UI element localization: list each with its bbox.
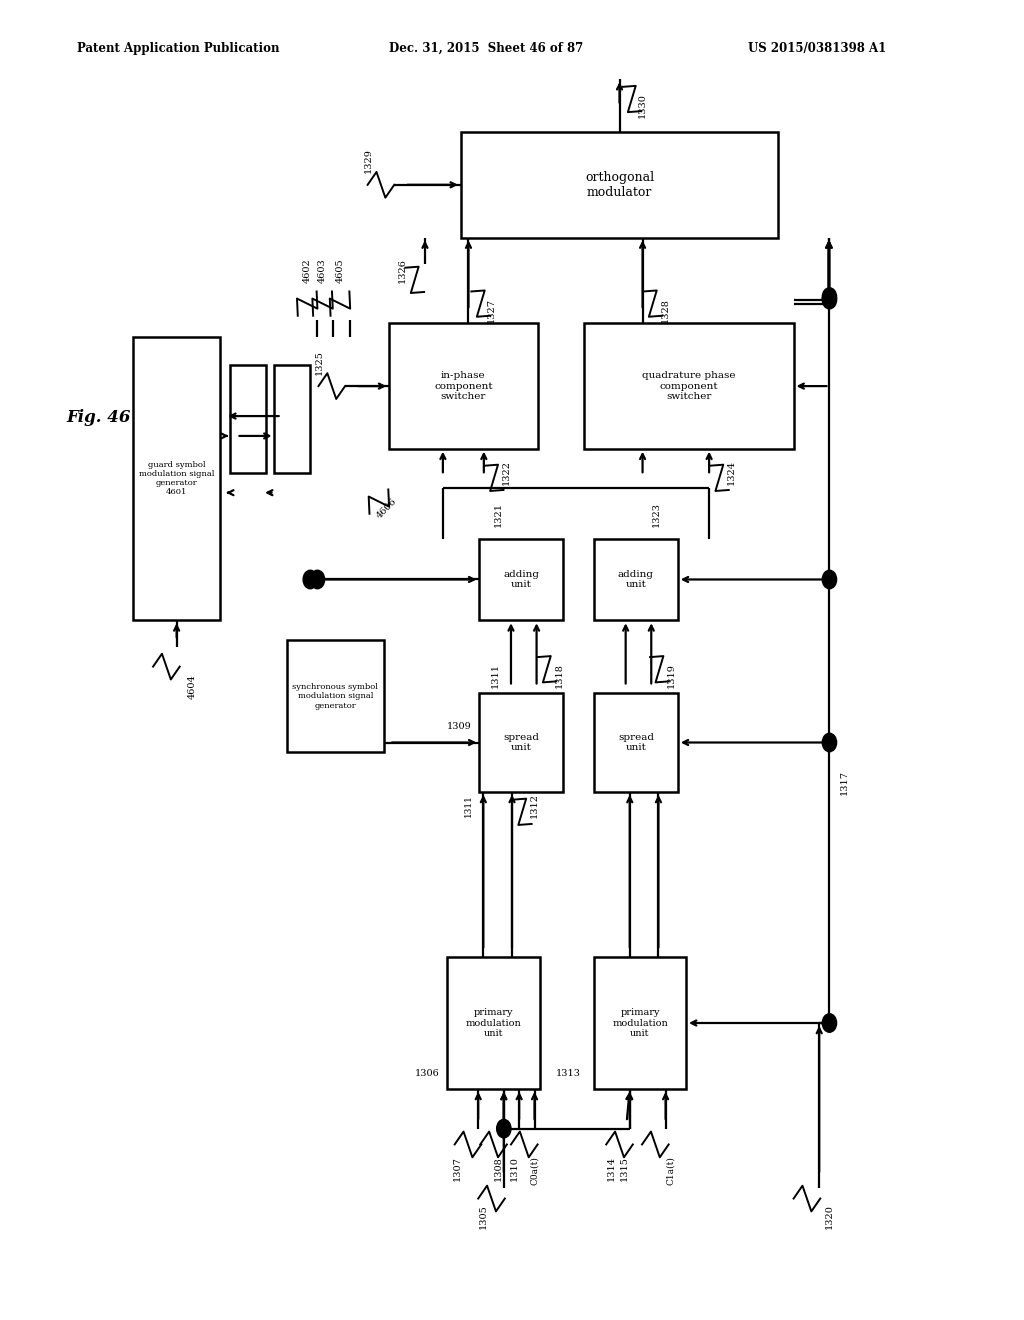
- Circle shape: [822, 734, 837, 752]
- Bar: [274, 364, 310, 473]
- Text: 1325: 1325: [315, 350, 324, 375]
- Text: 1306: 1306: [415, 1069, 439, 1077]
- Bar: [447, 957, 540, 1089]
- Text: 1307: 1307: [454, 1156, 462, 1180]
- Circle shape: [822, 288, 837, 306]
- Text: 1313: 1313: [556, 1069, 581, 1077]
- Bar: [230, 364, 266, 473]
- Text: 1323: 1323: [652, 503, 660, 527]
- Text: 4602: 4602: [303, 259, 311, 282]
- Text: 1315: 1315: [621, 1156, 629, 1180]
- Circle shape: [822, 290, 837, 309]
- Circle shape: [497, 1119, 511, 1138]
- Text: 1312: 1312: [530, 793, 539, 817]
- Text: 1328: 1328: [660, 298, 670, 322]
- Text: 4605: 4605: [336, 259, 344, 282]
- Bar: [389, 323, 538, 449]
- Text: Fig. 46: Fig. 46: [67, 409, 131, 426]
- Text: 1318: 1318: [555, 664, 563, 688]
- Bar: [461, 132, 778, 238]
- Text: 1317: 1317: [841, 770, 849, 795]
- Text: quadrature phase
component
switcher: quadrature phase component switcher: [642, 371, 735, 401]
- Text: 1311: 1311: [492, 664, 500, 688]
- Bar: [594, 539, 678, 620]
- Bar: [287, 640, 384, 752]
- Text: adding
unit: adding unit: [503, 570, 540, 589]
- Text: spread
unit: spread unit: [503, 733, 540, 752]
- Bar: [479, 539, 563, 620]
- Text: 1308: 1308: [495, 1156, 503, 1180]
- Circle shape: [303, 570, 317, 589]
- Text: orthogonal
modulator: orthogonal modulator: [585, 170, 654, 199]
- Text: synchronous symbol
modulation signal
generator: synchronous symbol modulation signal gen…: [293, 684, 378, 710]
- Text: 1310: 1310: [510, 1156, 518, 1180]
- Text: 1314: 1314: [607, 1156, 615, 1180]
- Text: 4606: 4606: [375, 496, 399, 520]
- Text: 1320: 1320: [825, 1205, 834, 1229]
- Bar: [133, 337, 220, 620]
- Circle shape: [822, 1014, 837, 1032]
- Circle shape: [822, 570, 837, 589]
- Text: 1329: 1329: [365, 149, 373, 173]
- Bar: [594, 693, 678, 792]
- Text: C0a(t): C0a(t): [530, 1156, 539, 1185]
- Text: adding
unit: adding unit: [617, 570, 654, 589]
- Text: 1311: 1311: [464, 793, 472, 817]
- Text: guard symbol
modulation signal
generator
4601: guard symbol modulation signal generator…: [139, 461, 214, 496]
- Text: 1319: 1319: [668, 664, 676, 688]
- Text: 4603: 4603: [318, 259, 327, 282]
- Text: 1305: 1305: [479, 1205, 487, 1229]
- Text: 4604: 4604: [187, 675, 197, 698]
- Circle shape: [310, 570, 325, 589]
- Text: spread
unit: spread unit: [617, 733, 654, 752]
- Text: 1324: 1324: [727, 461, 736, 484]
- Text: in-phase
component
switcher: in-phase component switcher: [434, 371, 493, 401]
- Text: 1322: 1322: [502, 461, 511, 484]
- Text: primary
modulation
unit: primary modulation unit: [612, 1008, 668, 1038]
- Bar: [594, 957, 686, 1089]
- Bar: [479, 693, 563, 792]
- Text: Dec. 31, 2015  Sheet 46 of 87: Dec. 31, 2015 Sheet 46 of 87: [389, 42, 584, 55]
- Text: 1309: 1309: [446, 722, 471, 731]
- Text: 1321: 1321: [495, 503, 503, 527]
- Text: primary
modulation
unit: primary modulation unit: [466, 1008, 521, 1038]
- Bar: [584, 323, 794, 449]
- Text: 1326: 1326: [398, 259, 407, 282]
- Text: 1327: 1327: [486, 298, 496, 322]
- Text: Patent Application Publication: Patent Application Publication: [77, 42, 280, 55]
- Text: 1330: 1330: [638, 94, 646, 117]
- Text: US 2015/0381398 A1: US 2015/0381398 A1: [748, 42, 886, 55]
- Text: C1a(t): C1a(t): [667, 1156, 675, 1185]
